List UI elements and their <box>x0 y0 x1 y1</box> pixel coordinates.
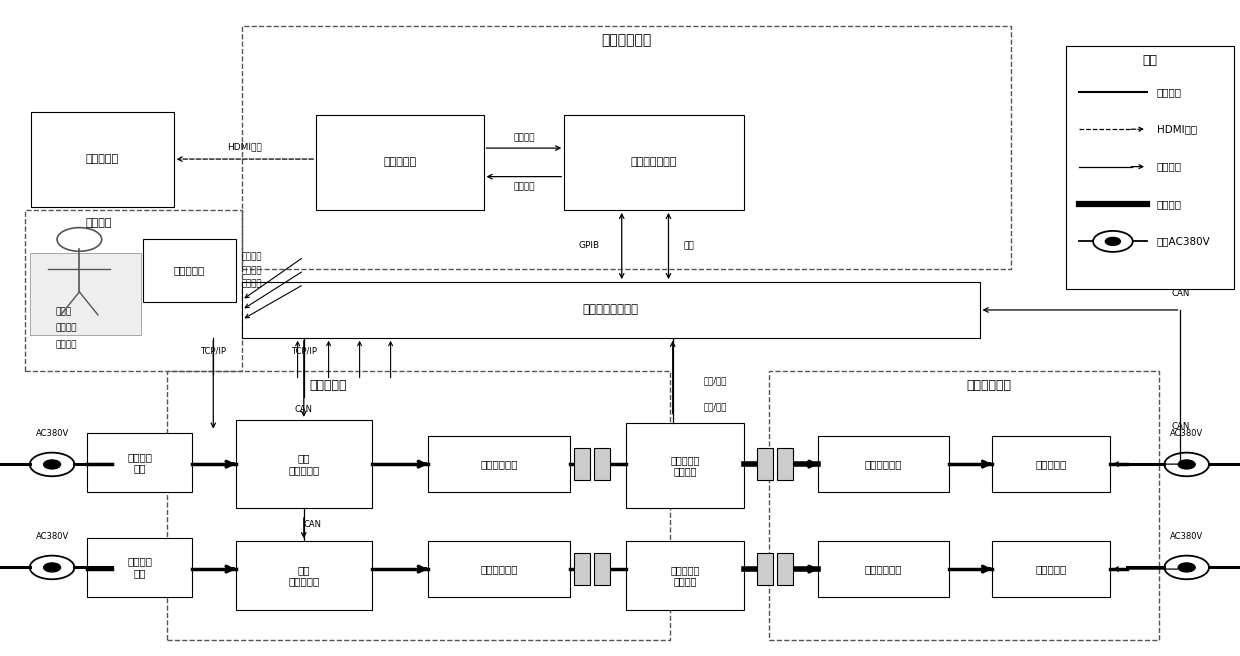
Text: 前轴
电机控制器: 前轴 电机控制器 <box>288 453 320 475</box>
Text: AC380V: AC380V <box>36 532 68 541</box>
Text: 加速踏板: 加速踏板 <box>56 323 77 333</box>
Bar <box>564 115 744 210</box>
Text: 控制信号: 控制信号 <box>1157 161 1182 172</box>
Text: 第一模拟
电源: 第一模拟 电源 <box>126 452 153 473</box>
Text: 第二扭矩转
速传感器: 第二扭矩转 速传感器 <box>671 565 699 586</box>
Text: CAN: CAN <box>1172 422 1189 431</box>
Text: 台架控制模块: 台架控制模块 <box>601 33 651 48</box>
Text: HDMI信号: HDMI信号 <box>1157 124 1197 134</box>
Text: CAN: CAN <box>1172 289 1189 298</box>
Bar <box>594 553 610 585</box>
Text: 负载模拟系统: 负载模拟系统 <box>966 379 1012 392</box>
Text: CAN: CAN <box>304 520 322 529</box>
Text: 电驱动系统: 电驱动系统 <box>310 379 347 392</box>
Bar <box>30 253 141 335</box>
Text: HDMI信号: HDMI信号 <box>227 143 263 152</box>
Bar <box>236 541 372 610</box>
Text: 机械连接: 机械连接 <box>1157 199 1182 209</box>
Text: 总线: 总线 <box>683 241 694 251</box>
Text: 方向盘: 方向盘 <box>56 307 72 316</box>
Bar <box>242 282 980 338</box>
Bar <box>756 553 774 585</box>
Bar <box>992 541 1110 597</box>
Bar <box>626 423 744 508</box>
Text: 三相AC380V: 三相AC380V <box>1157 236 1210 247</box>
Text: 系统监控: 系统监控 <box>513 182 534 191</box>
Bar <box>242 26 1011 269</box>
Bar <box>818 541 949 597</box>
Bar <box>428 541 570 597</box>
Text: AC380V: AC380V <box>1171 532 1203 541</box>
Circle shape <box>43 460 61 469</box>
Bar <box>143 239 236 302</box>
Circle shape <box>1105 237 1121 245</box>
Text: 监控计算机: 监控计算机 <box>383 157 417 167</box>
Text: 实时仿真计算机: 实时仿真计算机 <box>631 157 677 167</box>
Bar <box>776 553 794 585</box>
Bar <box>818 436 949 492</box>
Text: 前轴负载电机: 前轴负载电机 <box>864 459 903 469</box>
Text: AC380V: AC380V <box>1171 429 1203 438</box>
Bar <box>1066 46 1234 289</box>
Text: 扭矩/转速: 扭矩/转速 <box>704 402 727 411</box>
Bar <box>167 371 670 640</box>
Text: 数据采集处理设备: 数据采集处理设备 <box>583 304 639 316</box>
Text: 转向信号: 转向信号 <box>242 253 263 261</box>
Text: 图例: 图例 <box>1142 54 1158 67</box>
Text: 模型下载: 模型下载 <box>513 134 534 143</box>
Bar <box>574 449 590 480</box>
Text: AC380V: AC380V <box>36 429 68 438</box>
Bar <box>25 210 242 371</box>
Bar <box>769 371 1159 640</box>
Text: 加速信号: 加速信号 <box>242 266 263 275</box>
Text: 后轴驱动电机: 后轴驱动电机 <box>480 564 518 574</box>
Bar <box>316 115 484 210</box>
Bar <box>626 541 744 610</box>
Bar <box>756 449 774 480</box>
Bar <box>31 112 174 207</box>
Circle shape <box>43 563 61 572</box>
Text: 第一扭矩转
速传感器: 第一扭矩转 速传感器 <box>671 455 699 476</box>
Bar <box>428 436 570 492</box>
Text: TCP/IP: TCP/IP <box>291 346 316 356</box>
Text: 制动信号: 制动信号 <box>242 280 263 289</box>
Text: CAN: CAN <box>295 405 312 415</box>
Text: GPIB: GPIB <box>578 241 599 251</box>
Text: 制动踏板: 制动踏板 <box>56 340 77 349</box>
Text: 前轴驱动电机: 前轴驱动电机 <box>480 459 518 469</box>
Bar <box>87 433 192 492</box>
Text: 模拟驾驶器: 模拟驾驶器 <box>174 266 205 276</box>
Bar <box>992 436 1110 492</box>
Text: 扭矩/转速: 扭矩/转速 <box>704 376 727 385</box>
Text: 前轴变频器: 前轴变频器 <box>1035 459 1066 469</box>
Text: 后轴
电机控制器: 后轴 电机控制器 <box>288 565 320 586</box>
Text: 驾驶模块: 驾驶模块 <box>86 218 113 228</box>
Bar <box>776 449 794 480</box>
Bar <box>87 538 192 597</box>
Circle shape <box>1178 460 1195 469</box>
Bar <box>574 553 590 585</box>
Text: 后轴变频器: 后轴变频器 <box>1035 564 1066 574</box>
Text: TCP/IP: TCP/IP <box>201 346 226 356</box>
Text: 强电连接: 强电连接 <box>1157 87 1182 97</box>
Text: 第二模拟
电源: 第二模拟 电源 <box>126 557 153 578</box>
Text: 图像显示屏: 图像显示屏 <box>86 154 119 164</box>
Bar <box>594 449 610 480</box>
Circle shape <box>1178 563 1195 572</box>
Bar <box>236 420 372 508</box>
Text: 后轴负载电机: 后轴负载电机 <box>864 564 903 574</box>
